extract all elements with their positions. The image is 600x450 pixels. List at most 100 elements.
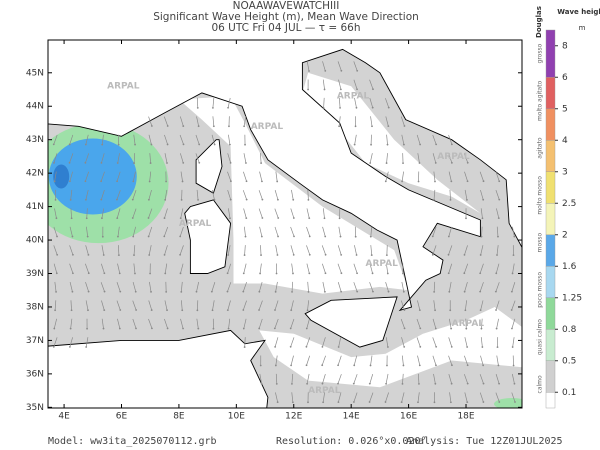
arrow: [448, 263, 453, 274]
arrow: [227, 97, 231, 108]
land: [184, 199, 232, 274]
arrow: [85, 263, 90, 274]
arrow-head: [243, 346, 246, 348]
arrow-head: [495, 272, 498, 275]
arrow: [370, 245, 373, 256]
arrow: [370, 226, 373, 237]
arrow-head: [84, 161, 87, 164]
arrow: [400, 116, 405, 127]
arrow: [69, 153, 74, 163]
arrow: [195, 153, 200, 163]
arrow: [70, 318, 73, 329]
arrow: [69, 226, 73, 237]
arrow-head: [179, 235, 182, 238]
map-title: Significant Wave Height (m), Mean Wave D…: [153, 11, 419, 23]
arrow: [385, 98, 390, 108]
arrow-head: [400, 401, 403, 404]
arrow: [322, 61, 326, 71]
arrow-head: [419, 143, 422, 146]
arrow-head: [226, 272, 229, 275]
arrow: [495, 374, 500, 384]
arrow-head: [163, 253, 166, 256]
arrow-head: [197, 198, 199, 201]
arrow-head: [308, 253, 311, 256]
sea-state: poco mosso: [537, 272, 544, 308]
arrow: [480, 245, 484, 256]
arrow-head: [52, 345, 55, 348]
arrow-head: [87, 309, 89, 312]
arrow: [69, 263, 74, 274]
arrow: [69, 337, 73, 347]
arrow-head: [369, 235, 372, 238]
arrow-head: [68, 346, 71, 348]
arrow-head: [164, 272, 167, 275]
arrow-head: [308, 235, 311, 238]
arrow: [258, 208, 263, 219]
arrow: [274, 300, 279, 311]
arrow-head: [368, 401, 371, 403]
arrow: [353, 79, 358, 90]
arrow-head: [276, 401, 279, 404]
arrow: [448, 318, 452, 329]
footer-analysis: Analysis: Tue 12Z01JUL2025: [406, 436, 563, 447]
arrow: [449, 392, 452, 403]
arrow: [53, 153, 58, 163]
arrow-head: [119, 290, 122, 293]
arrow: [164, 189, 168, 200]
lon-label: 8E: [173, 412, 185, 422]
arrow: [117, 153, 120, 164]
arrow: [337, 374, 342, 384]
arrow-head: [56, 253, 59, 256]
arrow: [370, 355, 373, 366]
arrow-head: [116, 217, 119, 219]
arrow: [227, 171, 232, 182]
arrow: [386, 153, 388, 164]
arrow-head: [433, 401, 436, 404]
arrow-head: [166, 143, 169, 146]
arrow-head: [276, 254, 279, 256]
arrow-head: [52, 143, 55, 146]
arrow-head: [261, 198, 264, 201]
arrow-head: [274, 309, 276, 311]
map-layers: [48, 40, 522, 408]
arrow-head: [116, 198, 118, 201]
arrow-head: [277, 235, 279, 238]
arrow-head: [100, 161, 103, 164]
arrow-head: [495, 327, 498, 330]
arrow: [69, 134, 74, 145]
arrow-head: [337, 382, 339, 385]
arrow: [496, 208, 500, 219]
arrow-head: [496, 346, 499, 348]
arrow: [479, 374, 484, 384]
sea-state: molto mosso: [537, 176, 544, 215]
arrow: [369, 263, 373, 274]
arrow: [401, 281, 405, 292]
footer-model: Model: ww3ita_2025070112.grb: [48, 436, 217, 447]
colorbar-label: 1.25: [562, 293, 582, 303]
colorbar-label: 6: [562, 73, 568, 83]
arrow: [274, 226, 279, 237]
arrow: [480, 355, 484, 366]
arrow: [196, 281, 200, 292]
arrow: [118, 245, 120, 256]
arrow-head: [147, 235, 150, 238]
arrow-head: [339, 106, 341, 109]
arrow-head: [339, 88, 342, 91]
arrow: [243, 263, 247, 274]
arrow-head: [305, 345, 308, 348]
arrow-head: [479, 309, 482, 312]
arrow: [306, 355, 311, 366]
lat-label: 39N: [26, 269, 44, 279]
arrow-head: [213, 143, 216, 146]
arrow-head: [356, 88, 358, 91]
arrow: [448, 134, 453, 145]
arrow-head: [356, 290, 359, 293]
wave-green: [493, 397, 522, 408]
arrow: [385, 171, 389, 182]
arrow-head: [324, 235, 327, 238]
arrow: [227, 190, 231, 200]
arrow-head: [275, 272, 278, 275]
arrow: [291, 392, 294, 403]
arrow-head: [369, 364, 372, 367]
arrow-head: [450, 161, 453, 164]
